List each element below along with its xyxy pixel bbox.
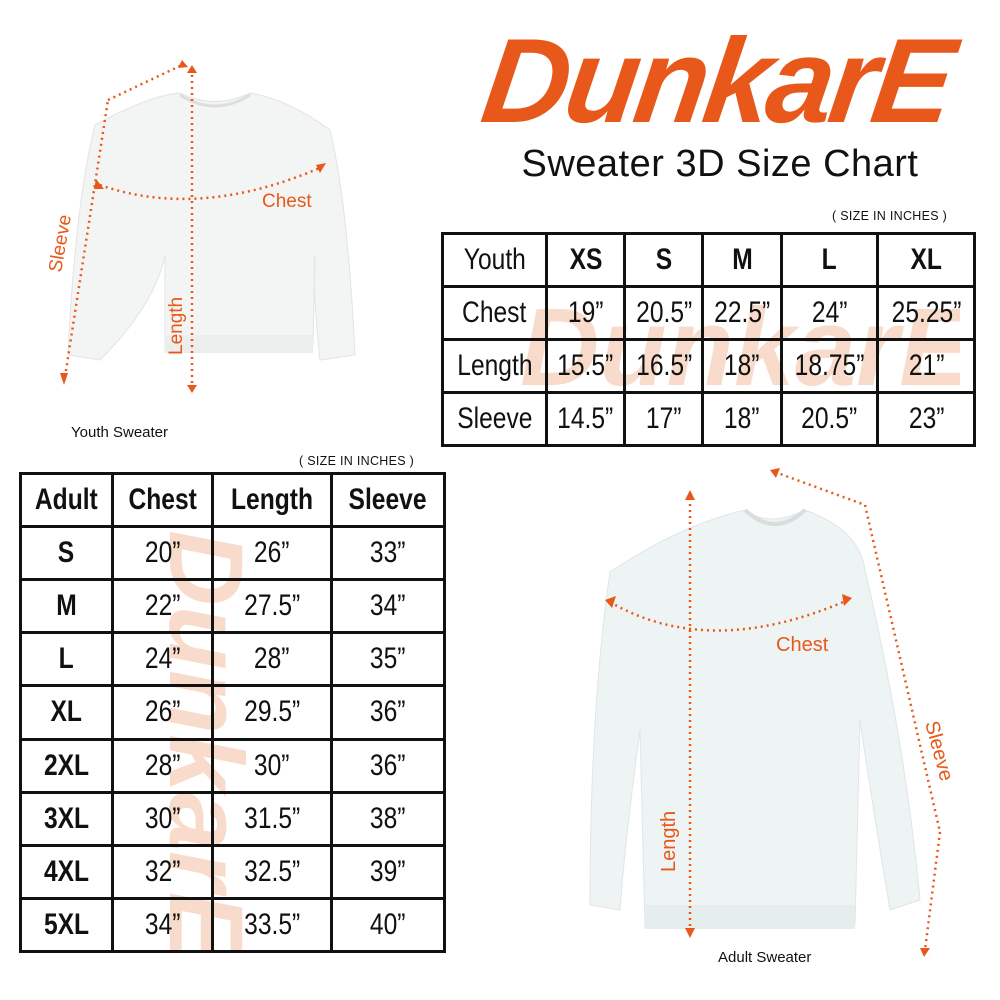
table-cell: 34” [110, 896, 214, 954]
table-cell: 17” [623, 391, 705, 447]
row-label: S [19, 525, 114, 582]
table-row: 5XL 34” 33.5” 40” [19, 896, 447, 954]
table-cell: 32.5” [210, 843, 333, 900]
row-label: L [19, 631, 114, 688]
table-cell: 22” [110, 578, 214, 635]
table-cell: 36” [329, 737, 447, 794]
row-label: Sleeve [441, 391, 548, 447]
youth-units-note: ( SIZE IN INCHES ) [832, 209, 948, 223]
table-cell: 24” [779, 285, 880, 341]
row-label: Chest [441, 285, 548, 341]
table-cell: 28” [210, 631, 333, 688]
youth-sweater-caption: Youth Sweater [71, 424, 169, 441]
header-cell: XL [876, 232, 976, 288]
table-cell: 34” [329, 578, 447, 635]
page-title: Sweater 3D Size Chart [521, 143, 919, 185]
table-cell: 35” [329, 631, 447, 688]
table-cell: 19” [544, 285, 627, 341]
row-label: XL [19, 684, 114, 741]
youth-length-label: Length [166, 297, 187, 355]
table-cell: 29.5” [210, 684, 333, 741]
adult-length-label: Length [658, 811, 680, 872]
header-cell: Chest [110, 471, 214, 529]
adult-size-table: Adult Chest Length Sleeve S 20” 26” 33” M 22… [19, 471, 447, 954]
table-cell: 28” [110, 737, 214, 794]
youth-sweater-illustration: Chest Length Sleeve [45, 60, 356, 393]
table-cell: 18.75” [779, 338, 880, 394]
table-cell: 16.5” [623, 338, 705, 394]
adult-chest-label: Chest [776, 634, 829, 656]
youth-sleeve-label: Sleeve [45, 213, 76, 274]
header-cell: M [701, 232, 783, 288]
youth-size-table: Youth XS S M L XL Chest 19” 20.5” 22.5” … [441, 232, 976, 447]
header-cell: XS [544, 232, 627, 288]
table-cell: 25.25” [876, 285, 976, 341]
table-cell: 33” [329, 525, 447, 582]
table-row: L 24” 28” 35” [19, 631, 447, 688]
table-cell: 15.5” [544, 338, 627, 394]
header-cell: Sleeve [329, 471, 447, 529]
table-cell: 27.5” [210, 578, 333, 635]
row-label: M [19, 578, 114, 635]
table-row: Length 15.5” 16.5” 18” 18.75” 21” [441, 338, 976, 394]
table-cell: 20.5” [779, 391, 880, 447]
table-cell: 20” [110, 525, 214, 582]
header-cell: Adult [19, 471, 114, 529]
header-cell: S [623, 232, 705, 288]
svg-text:DunkarE: DunkarE [475, 14, 967, 148]
table-row: M 22” 27.5” 34” [19, 578, 447, 635]
brand-logo: DunkarE [475, 14, 967, 148]
row-label: 4XL [19, 843, 114, 900]
row-label: Length [441, 338, 548, 394]
table-cell: 18” [701, 391, 783, 447]
adult-sleeve-label: Sleeve [920, 719, 957, 784]
table-cell: 38” [329, 790, 447, 847]
table-cell: 26” [210, 525, 333, 582]
table-cell: 40” [329, 896, 447, 954]
table-cell: 23” [876, 391, 976, 447]
table-cell: 32” [110, 843, 214, 900]
youth-chest-label: Chest [262, 191, 312, 212]
table-cell: 18” [701, 338, 783, 394]
table-header-row: Adult Chest Length Sleeve [19, 471, 447, 529]
row-label: 5XL [19, 896, 114, 954]
table-row: S 20” 26” 33” [19, 525, 447, 582]
table-cell: 39” [329, 843, 447, 900]
table-cell: 30” [110, 790, 214, 847]
table-header-row: Youth XS S M L XL [441, 232, 976, 288]
table-cell: 14.5” [544, 391, 627, 447]
header-cell: Youth [441, 232, 548, 288]
table-cell: 21” [876, 338, 976, 394]
adult-sweater-caption: Adult Sweater [718, 949, 812, 966]
table-row: 3XL 30” 31.5” 38” [19, 790, 447, 847]
table-row: 2XL 28” 30” 36” [19, 737, 447, 794]
header-cell: L [779, 232, 880, 288]
table-cell: 36” [329, 684, 447, 741]
table-cell: 24” [110, 631, 214, 688]
table-row: 4XL 32” 32.5” 39” [19, 843, 447, 900]
table-cell: 31.5” [210, 790, 333, 847]
table-cell: 22.5” [701, 285, 783, 341]
table-cell: 33.5” [210, 896, 333, 954]
table-cell: 26” [110, 684, 214, 741]
row-label: 2XL [19, 737, 114, 794]
table-cell: 30” [210, 737, 333, 794]
adult-sweater-illustration: Chest Length Sleeve [589, 468, 957, 957]
header-cell: Length [210, 471, 333, 529]
table-row: Sleeve 14.5” 17” 18” 20.5” 23” [441, 391, 976, 447]
table-row: Chest 19” 20.5” 22.5” 24” 25.25” [441, 285, 976, 341]
table-cell: 20.5” [623, 285, 705, 341]
adult-units-note: ( SIZE IN INCHES ) [299, 454, 415, 468]
row-label: 3XL [19, 790, 114, 847]
table-row: XL 26” 29.5” 36” [19, 684, 447, 741]
